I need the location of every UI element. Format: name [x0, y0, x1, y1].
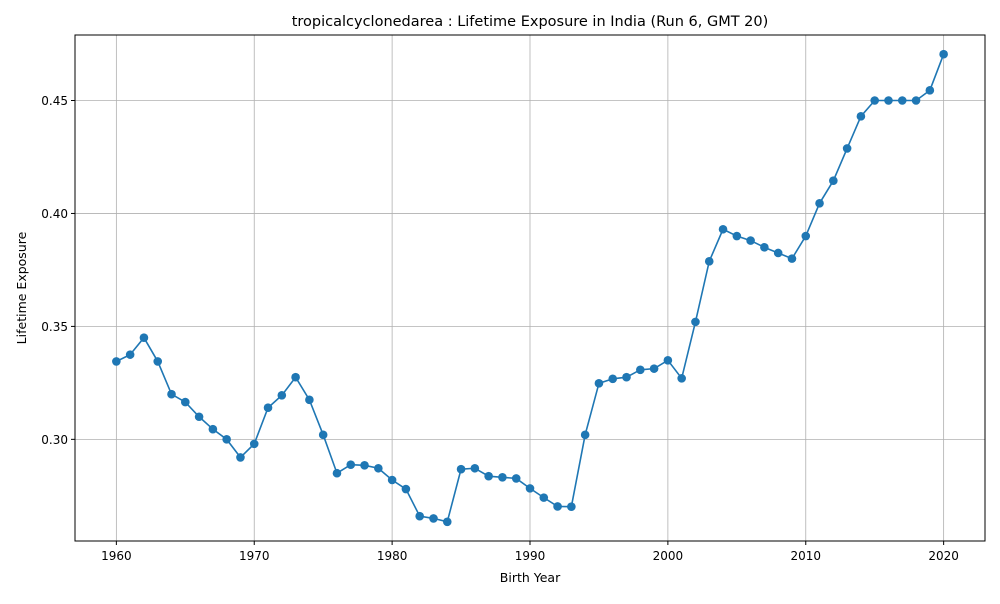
data-point	[263, 403, 273, 413]
data-point	[153, 357, 163, 366]
data-point	[305, 395, 314, 405]
data-point	[746, 236, 755, 245]
y-tick-label: 0.30	[41, 433, 68, 447]
data-point	[470, 463, 480, 473]
data-point	[194, 412, 204, 422]
y-tick-label: 0.45	[41, 94, 68, 108]
data-point	[567, 502, 576, 511]
data-point	[498, 472, 507, 482]
y-tick-label: 0.40	[41, 207, 68, 221]
data-point	[332, 468, 342, 478]
data-point	[773, 248, 783, 258]
data-point	[511, 474, 521, 483]
series	[112, 49, 948, 527]
data-point	[112, 357, 121, 366]
data-point	[580, 430, 590, 440]
data-point	[704, 257, 714, 266]
data-point	[732, 231, 742, 241]
data-point	[525, 484, 535, 493]
data-point	[277, 390, 287, 400]
data-point	[429, 514, 438, 523]
data-point	[167, 389, 176, 399]
data-point	[291, 372, 300, 382]
data-point	[346, 460, 356, 469]
x-tick-label: 1960	[101, 549, 132, 563]
data-point	[484, 471, 493, 481]
data-point	[829, 176, 838, 186]
data-point	[636, 365, 645, 375]
data-point	[401, 484, 411, 494]
data-point	[718, 224, 728, 234]
y-tick-label: 0.35	[41, 320, 68, 334]
x-tick-label: 2000	[653, 549, 684, 563]
x-tick-label: 1970	[239, 549, 270, 563]
data-point	[608, 374, 618, 384]
data-point	[856, 112, 866, 121]
data-point	[208, 424, 218, 434]
data-point	[884, 96, 893, 105]
x-tick-label: 2010	[790, 549, 821, 563]
data-point	[249, 439, 259, 449]
data-point	[760, 243, 769, 252]
axis-ticks: 1960 1970 1980 1990 2000 2010 2020 0.30 0.35 0.40…	[41, 94, 959, 563]
data-point	[456, 464, 466, 474]
x-axis-label: Birth Year	[500, 570, 561, 585]
data-point	[415, 511, 424, 521]
data-point	[374, 463, 383, 473]
data-point	[911, 96, 921, 105]
data-point	[842, 144, 852, 153]
data-point	[939, 49, 948, 59]
chart-title: tropicalcyclonedarea : Lifetime Exposure…	[292, 14, 769, 30]
data-point	[663, 355, 673, 365]
data-point	[677, 374, 686, 383]
grid	[75, 35, 985, 541]
data-point	[222, 435, 231, 444]
data-point	[594, 379, 604, 388]
data-point	[539, 493, 549, 502]
data-point	[801, 231, 811, 241]
data-point	[815, 198, 824, 208]
data-point	[360, 461, 369, 470]
data-point	[691, 317, 700, 327]
x-tick-label: 1980	[377, 549, 408, 563]
data-point	[649, 364, 659, 373]
data-point	[139, 333, 149, 342]
data-point	[925, 86, 935, 95]
x-tick-label: 2020	[928, 549, 959, 563]
data-point	[318, 430, 328, 440]
data-point	[236, 453, 245, 462]
data-point	[387, 475, 397, 485]
data-point	[870, 96, 879, 105]
y-axis-label: Lifetime Exposure	[14, 231, 29, 344]
data-point	[125, 350, 135, 359]
x-tick-label: 1990	[515, 549, 546, 563]
data-point	[553, 502, 562, 511]
data-point	[622, 372, 631, 382]
data-point	[442, 517, 452, 527]
data-point	[181, 397, 190, 407]
data-point	[787, 254, 797, 263]
data-point	[897, 96, 907, 105]
